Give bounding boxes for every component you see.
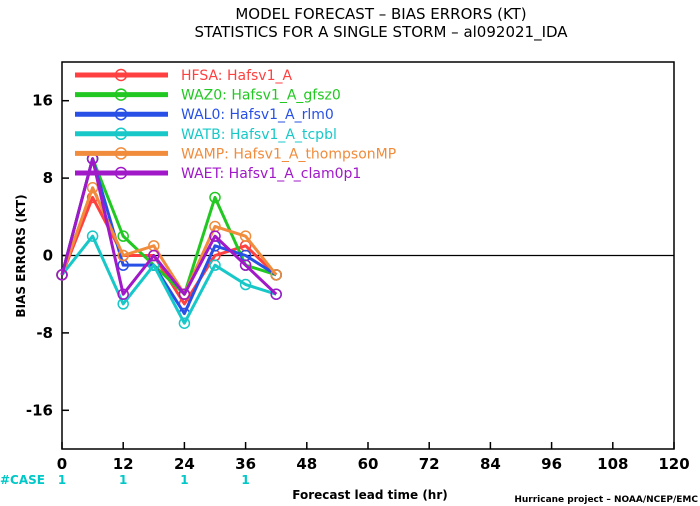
series-point <box>270 288 282 300</box>
legend: HFSA: Hafsv1_A WAZ0: Hafsv1_A_gfsz0 WAL0: … <box>75 68 396 182</box>
series-point <box>117 249 129 262</box>
x-tick-label: 84 <box>480 455 501 473</box>
y-tick-label: 0 <box>43 247 53 265</box>
credit-text: Hurricane project – NOAA/NCEP/EMC <box>514 495 698 505</box>
x-tick-label: 0 <box>57 455 67 473</box>
legend-item: WAMP: Hafsv1_A_thompsonMP <box>75 146 396 162</box>
series-point <box>239 259 252 271</box>
legend-item: WAL0: Hafsv1_A_rlm0 <box>75 107 334 123</box>
legend-marker <box>114 166 128 180</box>
case-count-label: #CASE <box>0 473 45 487</box>
series-line <box>60 234 277 325</box>
legend-label: WAET: Hafsv1_A_clam0p1 <box>181 166 361 182</box>
series-point <box>117 230 129 242</box>
x-tick-label: 12 <box>113 455 134 473</box>
x-tick-label: 48 <box>296 455 317 473</box>
legend-item: WATB: Hafsv1_A_tcpbl <box>75 127 337 143</box>
legend-marker <box>114 88 128 101</box>
series-point <box>56 269 68 281</box>
x-tick-label: 96 <box>541 455 562 473</box>
x-axis-label: Forecast lead time (hr) <box>292 488 448 502</box>
series-point <box>209 230 221 242</box>
y-tick-label: 16 <box>32 92 53 110</box>
x-tick-label: 108 <box>597 455 628 473</box>
x-tick-label: 24 <box>174 455 195 473</box>
legend-label: WAZ0: Hafsv1_A_gfsz0 <box>181 88 341 104</box>
series-point <box>86 230 99 242</box>
chart-subtitle: STATISTICS FOR A SINGLE STORM – al092021… <box>194 23 568 42</box>
legend-marker <box>114 68 128 82</box>
series-point <box>117 288 129 300</box>
case-counts: 1 1 1 1 <box>58 473 250 487</box>
case-count-value: 1 <box>58 473 66 487</box>
y-tick-label: -16 <box>26 401 53 419</box>
y-axis-label: BIAS ERRORS (KT) <box>14 194 28 317</box>
x-tick-label: 120 <box>658 455 689 473</box>
series-lines <box>56 153 282 329</box>
x-tick-label: 36 <box>235 455 256 473</box>
legend-item: WAZ0: Hafsv1_A_gfsz0 <box>75 88 341 104</box>
x-axis-ticks: 0 12 24 36 48 60 72 84 96 108 120 <box>57 442 690 473</box>
legend-marker <box>114 127 128 141</box>
legend-marker <box>114 107 128 121</box>
x-tick-label: 60 <box>358 455 379 473</box>
series-point <box>178 317 191 329</box>
case-count-value: 1 <box>241 473 249 487</box>
case-count-value: 1 <box>180 473 188 487</box>
series-point <box>178 288 191 300</box>
y-tick-label: 8 <box>43 169 53 187</box>
legend-item: HFSA: Hafsv1_A <box>75 68 293 84</box>
series-point <box>239 278 252 291</box>
legend-label: WAL0: Hafsv1_A_rlm0 <box>181 107 334 123</box>
legend-marker <box>114 147 128 160</box>
legend-item: WAET: Hafsv1_A_clam0p1 <box>75 166 361 182</box>
chart-title: MODEL FORECAST – BIAS ERRORS (KT) <box>235 5 526 23</box>
legend-label: WAMP: Hafsv1_A_thompsonMP <box>181 146 396 162</box>
legend-label: HFSA: Hafsv1_A <box>181 68 293 84</box>
series-line <box>60 157 278 296</box>
series-point <box>270 269 282 281</box>
legend-label: WATB: Hafsv1_A_tcpbl <box>181 127 337 143</box>
y-tick-label: -8 <box>36 324 53 342</box>
x-tick-label: 72 <box>419 455 440 473</box>
series-point <box>239 230 252 242</box>
series-group <box>56 153 282 300</box>
series-point <box>86 182 99 194</box>
series-point <box>209 191 221 204</box>
series-point <box>148 249 160 262</box>
case-count-value: 1 <box>119 473 127 487</box>
y-axis-ticks: -16 -8 0 8 16 <box>26 92 69 419</box>
series-point <box>209 259 221 271</box>
